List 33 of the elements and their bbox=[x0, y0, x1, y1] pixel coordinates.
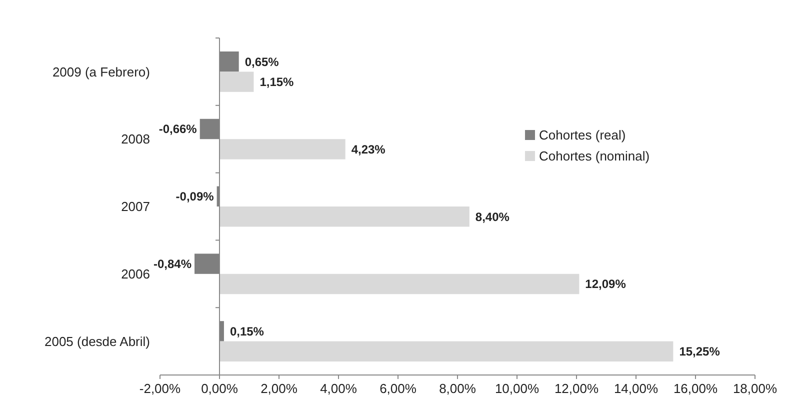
data-label: 8,40% bbox=[475, 210, 510, 224]
x-tick-label: 14,00% bbox=[614, 381, 658, 396]
bar bbox=[220, 341, 674, 362]
x-tick-label: 10,00% bbox=[494, 381, 540, 396]
bar bbox=[220, 139, 346, 160]
data-label: -0,66% bbox=[158, 122, 198, 136]
x-tick-label: 12,00% bbox=[554, 381, 599, 396]
data-label: -0,09% bbox=[176, 190, 214, 204]
x-tick-label: 6,00% bbox=[380, 381, 417, 396]
legend-label: Cohortes (nominal) bbox=[539, 148, 650, 164]
x-tick-label: 16,00% bbox=[673, 381, 718, 396]
bar bbox=[220, 72, 254, 92]
x-tick-label: 18,00% bbox=[732, 381, 778, 396]
data-label: 0,65% bbox=[244, 54, 280, 69]
bar bbox=[220, 206, 470, 227]
x-tick-label: -2,00% bbox=[139, 381, 182, 396]
data-label: 0,15% bbox=[230, 324, 264, 338]
x-tick-label: 8,00% bbox=[439, 381, 476, 396]
x-tick-label: 0,00% bbox=[201, 381, 238, 396]
legend-label: Cohortes (real) bbox=[539, 128, 626, 143]
data-label: 15,25% bbox=[679, 344, 720, 359]
bar bbox=[220, 274, 580, 294]
y-tick-label: 2008 bbox=[121, 132, 150, 147]
data-label: 12,09% bbox=[585, 277, 626, 292]
x-tick-label: 2,00% bbox=[260, 381, 298, 396]
y-tick-label: 2006 bbox=[121, 266, 150, 282]
x-tick-label: 4,00% bbox=[320, 381, 358, 396]
data-label: -0,84% bbox=[153, 256, 192, 271]
data-label: 4,23% bbox=[351, 142, 386, 156]
y-tick-label: 2005 (desde Abril) bbox=[44, 334, 150, 349]
y-tick-label: 2009 (a Febrero) bbox=[52, 64, 150, 80]
y-tick-label: 2007 bbox=[121, 199, 150, 214]
data-label: 1,15% bbox=[260, 75, 294, 90]
